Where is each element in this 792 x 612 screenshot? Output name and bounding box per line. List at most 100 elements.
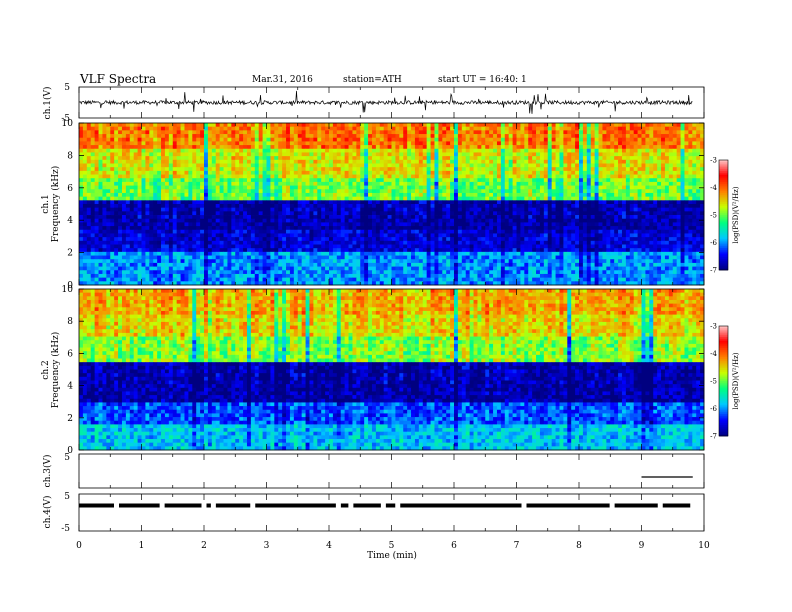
spectrogram-cell: [317, 163, 322, 168]
spectrogram-cell: [692, 196, 697, 201]
spectrogram-cell: [371, 181, 377, 186]
spectrogram-cell: [590, 130, 596, 135]
spectrogram-cell: [196, 200, 201, 205]
spectrogram-cell: [86, 192, 92, 198]
spectrogram-cell: [641, 141, 646, 146]
spectrogram-cell: [547, 123, 553, 128]
spectrogram-cell: [286, 141, 291, 146]
spectrogram-cell: [516, 215, 521, 220]
spectrogram-cell: [559, 200, 564, 205]
spectrogram-cell: [442, 218, 447, 223]
spectrogram-cell: [688, 192, 693, 198]
spectrogram-cell: [266, 189, 271, 194]
spectrogram-cell: [356, 152, 361, 157]
spectrogram-cell: [110, 192, 115, 198]
spectrogram-cell: [110, 233, 115, 238]
spectrogram-cell: [465, 148, 471, 153]
spectrogram-cell: [512, 215, 517, 220]
spectrogram-cell: [125, 174, 131, 179]
spectrogram-cell: [442, 152, 447, 157]
spectrogram-cell: [383, 207, 388, 212]
spectrogram-cell: [403, 156, 408, 161]
spectrogram-cell: [633, 123, 638, 128]
spectrogram-cell: [114, 178, 119, 183]
spectrogram-cell: [571, 222, 576, 227]
spectrogram-cell: [172, 196, 178, 201]
spectrogram-cell: [192, 204, 197, 209]
spectrogram-cell: [86, 226, 92, 231]
spectrogram-cell: [336, 222, 342, 227]
spectrogram-cell: [348, 159, 353, 164]
spectrogram-cell: [543, 181, 549, 186]
spectrogram-cell: [633, 222, 638, 227]
spectrogram-cell: [430, 137, 435, 142]
spectrogram-cell: [395, 229, 400, 234]
spectrogram-cell: [336, 126, 342, 131]
spectrogram-cell: [438, 226, 443, 231]
spectrogram-cell: [700, 134, 705, 139]
spectrogram-cell: [621, 174, 627, 179]
spectrogram-cell: [645, 145, 650, 150]
spectrogram-cell: [145, 189, 150, 194]
spectrogram-cell: [508, 196, 513, 201]
spectrogram-cell: [141, 130, 146, 135]
spectrogram-cell: [555, 163, 560, 168]
spectrogram-cell: [442, 207, 447, 212]
spectrogram-cell: [121, 123, 127, 128]
spectrogram-cell: [364, 192, 369, 198]
spectrogram-cell: [625, 178, 631, 183]
spectrogram-cell: [633, 192, 638, 198]
spectrogram-cell: [118, 222, 123, 227]
spectrogram-cell: [297, 226, 303, 231]
spectrogram-cell: [629, 137, 635, 142]
spectrogram-cell: [336, 181, 342, 186]
spectrogram-cell: [98, 130, 103, 135]
spectrogram-cell: [141, 152, 146, 157]
spectrogram-cell: [457, 207, 463, 212]
spectrogram-cell: [500, 207, 506, 212]
spectrogram-cell: [286, 137, 291, 142]
spectrogram-cell: [473, 141, 478, 146]
spectrogram-cell: [239, 134, 244, 139]
spectrogram-cell: [297, 174, 303, 179]
spectrogram-cell: [633, 181, 638, 186]
spectrogram-cell: [106, 163, 111, 168]
spectrogram-cell: [340, 233, 346, 238]
spectrogram-cell: [129, 163, 135, 168]
spectrogram-cell: [215, 192, 221, 198]
spectrogram-cell: [692, 134, 697, 139]
spectrogram-cell: [375, 178, 381, 183]
spectrogram-cell: [434, 134, 439, 139]
spectrogram-cell: [254, 218, 260, 223]
spectrogram-cell: [278, 233, 283, 238]
spectrogram-cell: [321, 218, 326, 223]
spectrogram-cell: [516, 156, 521, 161]
spectrogram-cell: [364, 137, 369, 142]
spectrogram-cell: [317, 189, 322, 194]
spectrogram-cell: [590, 229, 596, 234]
spectrogram-cell: [204, 145, 209, 150]
spectrogram-cell: [383, 218, 388, 223]
spectrogram-cell: [547, 185, 553, 190]
spectrogram-cell: [661, 163, 666, 168]
spectrogram-cell: [684, 233, 689, 238]
spectrogram-cell: [414, 218, 420, 223]
spectrogram-cell: [454, 156, 459, 161]
spectrogram-cell: [407, 170, 412, 175]
spectrogram-cell: [563, 170, 568, 175]
spectrogram-cell: [551, 148, 556, 153]
spectrogram-cell: [125, 218, 131, 223]
spectrogram-cell: [688, 178, 693, 183]
spectrogram-cell: [82, 167, 88, 172]
spectrogram-cell: [289, 174, 295, 179]
spectrogram-cell: [227, 215, 232, 220]
spectrogram-cell: [227, 159, 232, 164]
spectrogram-cell: [590, 134, 596, 139]
spectrogram-cell: [426, 196, 431, 201]
spectrogram-cell: [293, 204, 299, 209]
spectrogram-cell: [625, 200, 631, 205]
spectrogram-cell: [446, 218, 451, 223]
spectrogram-cell: [586, 123, 592, 128]
spectrogram-cell: [649, 141, 654, 146]
spectrogram-cell: [496, 163, 502, 168]
